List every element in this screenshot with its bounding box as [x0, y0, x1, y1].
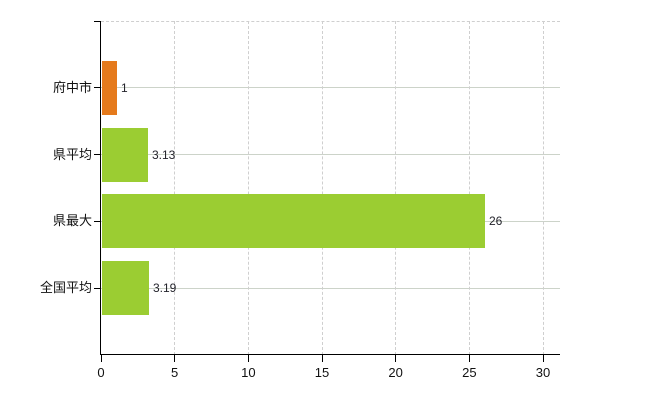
bar: [102, 261, 149, 316]
x-axis-tick: [100, 355, 102, 362]
x-axis: [100, 354, 560, 355]
category-label: 府中市: [52, 79, 92, 95]
x-tick-label: 15: [314, 365, 330, 380]
y-axis-tick: [94, 87, 101, 89]
x-axis-tick: [247, 355, 249, 362]
y-axis-tick: [94, 287, 101, 289]
h-gridline: [101, 287, 560, 289]
bar-value-label: 3.13: [152, 147, 176, 162]
x-tick-label: 25: [462, 365, 477, 380]
h-gridline: [101, 87, 560, 89]
y-axis: [100, 21, 101, 355]
category-label: 県最大: [52, 213, 92, 229]
category-label: 県平均: [52, 146, 92, 162]
x-axis-tick: [395, 355, 397, 362]
x-tick-label: 20: [388, 365, 403, 380]
bar: [102, 127, 148, 182]
v-gridline: [174, 21, 176, 355]
plot-top-border: [101, 21, 560, 22]
v-gridline: [542, 21, 544, 355]
v-gridline: [468, 21, 470, 355]
v-gridline: [247, 21, 249, 355]
category-label: 全国平均: [39, 280, 92, 296]
v-gridline: [395, 21, 397, 355]
v-gridline: [321, 21, 323, 355]
bar-value-label: 3.19: [153, 281, 177, 296]
x-tick-label: 5: [171, 365, 179, 380]
x-axis-tick: [321, 355, 323, 362]
x-axis-tick: [174, 355, 176, 362]
y-axis-top-tick: [94, 21, 101, 22]
y-axis-tick: [94, 220, 101, 222]
x-axis-tick: [468, 355, 470, 362]
bar-value-label: 1: [121, 80, 128, 95]
bar: [102, 194, 485, 249]
h-gridline: [101, 154, 560, 156]
x-tick-label: 30: [535, 365, 551, 380]
bar: [102, 60, 117, 115]
x-tick-label: 0: [97, 365, 105, 380]
y-axis-tick: [94, 154, 101, 156]
x-axis-tick: [542, 355, 544, 362]
bar-value-label: 26: [489, 214, 503, 229]
x-tick-label: 10: [241, 365, 256, 380]
